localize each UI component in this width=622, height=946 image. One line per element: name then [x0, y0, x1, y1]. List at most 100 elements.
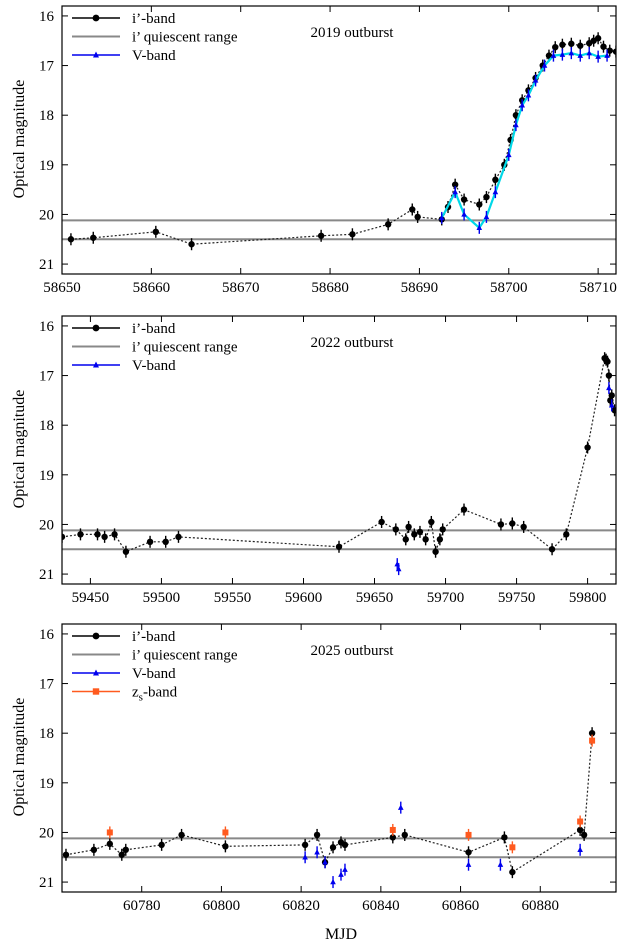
i-band-point [411, 528, 418, 541]
x-tick-label: 58670 [222, 280, 260, 296]
i-band-point-marker [405, 523, 412, 531]
legend-item: V-band [72, 48, 176, 64]
i-band-point [497, 518, 505, 531]
i-band-point-marker [378, 518, 385, 526]
i-band-point-marker [611, 407, 616, 414]
legend-label: i’ quiescent range [132, 340, 238, 356]
i-band-point-marker [548, 546, 556, 553]
v-band-point [606, 381, 612, 394]
y-tick-label: 20 [39, 825, 54, 841]
v-band-point-marker [568, 49, 575, 56]
legend-item: i’-band [72, 11, 176, 27]
v-band-point [438, 211, 445, 224]
v-band-point-marker [541, 62, 548, 68]
legend-label: i’ quiescent range [132, 30, 238, 46]
v-band-point [541, 59, 548, 72]
v-band-point [559, 48, 566, 61]
i-band-point [101, 530, 108, 543]
v-band-point-marker [302, 854, 308, 860]
i-band-point-marker [94, 531, 101, 538]
i-band-point [106, 837, 114, 850]
x-tick-label: 60840 [362, 898, 400, 914]
i-band-point-marker [409, 206, 416, 213]
v-band-point [595, 50, 601, 63]
i-band-point [422, 533, 429, 546]
legend: i’-band i’ quiescent range V-band zs-band [72, 629, 238, 704]
v-band-point [577, 843, 583, 856]
i-band-point [600, 40, 607, 53]
i-band-point [580, 828, 588, 841]
i-band-point-marker [509, 520, 516, 527]
v-band-point [395, 563, 402, 576]
y-axis-title-panel-1: Optical magnitude [11, 80, 28, 199]
i-band-point-marker [158, 841, 165, 849]
i-band-point [405, 520, 412, 533]
i-band-point-marker [101, 533, 108, 541]
i-band-point-marker [313, 831, 321, 839]
v-band-point-marker [438, 214, 445, 221]
y-tick-label: 18 [39, 418, 54, 434]
legend-swatch-marker [93, 51, 99, 58]
i-band-point [188, 238, 195, 251]
x-tick-label: 60860 [442, 898, 480, 914]
i-band-point-marker [402, 536, 409, 543]
i-band-point [520, 520, 527, 533]
zs-band-point [106, 826, 113, 839]
v-band-point-marker [519, 102, 525, 108]
legend-item: V-band [72, 666, 176, 682]
i-band-point [62, 848, 70, 861]
i-band-point [122, 843, 129, 856]
i-band-line [62, 356, 616, 553]
i-band-point-marker [329, 844, 337, 851]
y-tick-label: 20 [39, 517, 54, 533]
i-band-point [175, 530, 182, 543]
y-tick-label: 16 [39, 627, 55, 643]
v-band-point [483, 210, 490, 223]
y-tick-label: 19 [39, 468, 54, 484]
i-band-point-marker [509, 868, 516, 876]
x-tick-label: 58660 [133, 280, 171, 296]
i-band-point [77, 528, 84, 541]
i-band-line [65, 733, 593, 874]
i-band-point [436, 533, 444, 546]
i-band-point [612, 45, 616, 58]
v-band-point [342, 863, 348, 876]
x-tick-label: 60880 [522, 898, 560, 914]
y-tick-label: 19 [39, 158, 54, 174]
i-band-point [317, 229, 325, 242]
v-band-point [492, 186, 499, 199]
legend: i’-band i’ quiescent range V-band [72, 11, 238, 64]
i-band-point-marker [62, 533, 66, 541]
v-band-point [476, 221, 483, 234]
v-band-point-marker [604, 52, 610, 58]
i-band-point-marker [146, 538, 154, 546]
panel-title: 2022 outburst [311, 335, 395, 351]
panel-title: 2025 outburst [311, 643, 395, 659]
i-band-point-marker [175, 533, 182, 541]
i-band-point-marker [460, 506, 468, 513]
v-band-point [465, 858, 472, 871]
v-band-point-marker [461, 211, 467, 217]
v-band-point-marker [476, 224, 483, 231]
x-tick-label: 60800 [203, 898, 241, 914]
i-band-point [552, 41, 559, 54]
v-band-point-marker [608, 402, 615, 408]
x-tick-label: 59700 [427, 590, 465, 606]
i-band-point [465, 846, 472, 859]
i-band-point-marker [62, 851, 70, 858]
i-band-point [122, 545, 130, 558]
i-band-point [492, 173, 499, 186]
y-tick-label: 18 [39, 726, 54, 742]
i-band-point-marker [188, 241, 195, 248]
i-band-point [548, 543, 556, 556]
i-band-point-marker [416, 528, 424, 536]
i-band-point [604, 355, 611, 368]
i-band-point [90, 231, 97, 244]
v-band-point-marker [314, 849, 320, 855]
v-band-point [586, 47, 592, 60]
legend: i’-band i’ quiescent range V-band [72, 321, 238, 374]
x-tick-label: 59550 [214, 590, 252, 606]
y-tick-label: 21 [39, 875, 54, 891]
i-band-point-marker [301, 841, 309, 849]
i-band-point-marker [349, 231, 356, 238]
